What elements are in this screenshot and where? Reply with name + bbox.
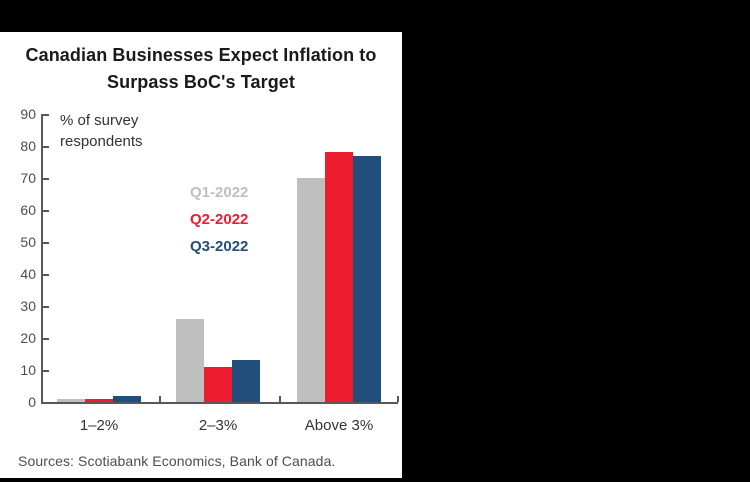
legend-item-q2-2022: Q2-2022 [190,211,249,228]
legend-item-q3-2022: Q3-2022 [190,238,249,255]
bar-q1-2022-1-2- [57,398,85,402]
y-tick-label-20: 20 [20,330,36,346]
category-label-1: 1–2% [79,417,119,434]
bar-q3-2022-1-2- [113,395,141,402]
y-tick-label-70: 70 [20,170,36,186]
x-tick-2 [278,396,281,402]
x-tick-1 [158,396,161,402]
bar-q3-2022-2-3- [232,360,260,402]
y-tick-label-90: 90 [20,106,36,122]
y-axis-line [41,114,43,404]
legend: Q1-2022 Q2-2022 Q3-2022 [190,183,248,264]
x-axis-line [41,402,398,404]
chart-title-line2: Surpass BoC's Target [107,72,295,92]
y-tick-90 [43,114,49,116]
bar-q1-2022-above-3- [297,178,325,402]
bar-q1-2022-2-3- [176,318,204,402]
bar-q2-2022-above-3- [325,152,353,402]
chart-title: Canadian Businesses Expect Inflation to … [0,42,402,96]
y-axis-unit-note-line2: respondents [60,133,143,150]
y-tick-label-60: 60 [20,202,36,218]
bar-q2-2022-1-2- [85,398,113,402]
y-tick-label-0: 0 [28,394,36,410]
x-tick-3 [397,396,399,402]
y-tick-40 [43,274,49,276]
y-tick-10 [43,370,49,372]
y-tick-label-30: 30 [20,298,36,314]
y-tick-label-50: 50 [20,234,36,250]
source-note: Sources: Scotiabank Economics, Bank of C… [18,453,336,469]
category-label-3: Above 3% [304,417,374,434]
legend-item-q1-2022: Q1-2022 [190,184,249,201]
y-tick-label-40: 40 [20,266,36,282]
y-tick-30 [43,306,49,308]
y-tick-80 [43,146,49,148]
y-tick-label-80: 80 [20,138,36,154]
category-label-2: 2–3% [198,417,238,434]
y-tick-70 [43,178,49,180]
bar-q3-2022-above-3- [353,155,381,402]
y-axis-unit-note: % of survey respondents [60,110,143,152]
y-tick-label-10: 10 [20,362,36,378]
chart-title-line1: Canadian Businesses Expect Inflation to [25,45,377,65]
bar-q2-2022-2-3- [204,366,232,402]
y-tick-20 [43,338,49,340]
y-tick-60 [43,210,49,212]
chart-panel: Canadian Businesses Expect Inflation to … [0,32,402,478]
y-axis-unit-note-line1: % of survey [60,112,139,129]
y-tick-50 [43,242,49,244]
